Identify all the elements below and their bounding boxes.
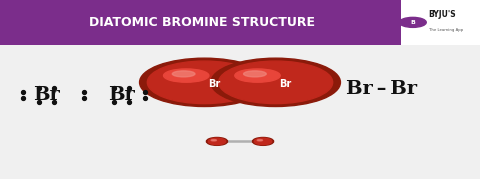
Circle shape xyxy=(206,137,228,145)
Text: Br: Br xyxy=(208,79,220,89)
FancyBboxPatch shape xyxy=(401,0,480,45)
Text: Br: Br xyxy=(108,86,135,104)
FancyBboxPatch shape xyxy=(0,0,480,45)
Ellipse shape xyxy=(235,69,280,82)
Circle shape xyxy=(211,58,340,107)
Text: Br – Br: Br – Br xyxy=(346,81,417,98)
Text: BYJU'S: BYJU'S xyxy=(429,10,456,19)
Circle shape xyxy=(218,61,333,104)
Circle shape xyxy=(140,58,269,107)
Circle shape xyxy=(252,137,274,145)
Circle shape xyxy=(399,17,426,27)
Circle shape xyxy=(147,61,262,104)
Ellipse shape xyxy=(164,69,209,82)
Ellipse shape xyxy=(172,71,195,77)
Text: The Learning App: The Learning App xyxy=(429,28,463,32)
Circle shape xyxy=(254,138,272,145)
Text: Br: Br xyxy=(279,79,291,89)
Text: B: B xyxy=(410,20,415,25)
Circle shape xyxy=(208,138,226,145)
Ellipse shape xyxy=(211,140,216,141)
Text: Br: Br xyxy=(33,86,60,104)
Text: DIATOMIC BROMINE STRUCTURE: DIATOMIC BROMINE STRUCTURE xyxy=(89,16,314,29)
Ellipse shape xyxy=(257,140,263,141)
Ellipse shape xyxy=(243,71,266,77)
